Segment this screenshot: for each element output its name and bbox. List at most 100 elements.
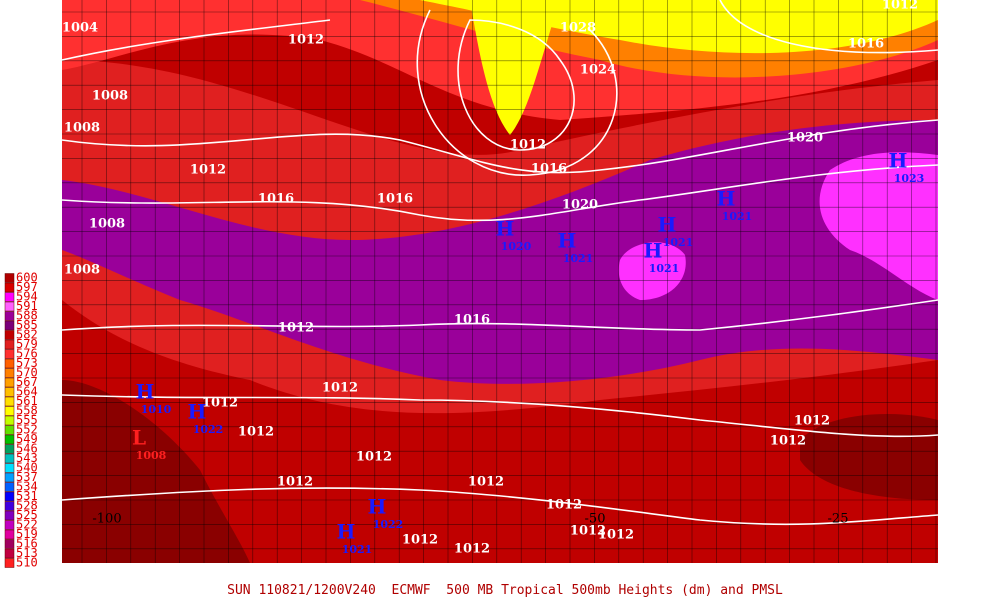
high-pressure: 1021 xyxy=(563,252,594,265)
legend-swatch xyxy=(4,368,15,378)
isobar-label: 1012 xyxy=(468,475,504,490)
isobar-label: 1008 xyxy=(64,263,100,278)
field-588 xyxy=(62,120,938,384)
caption: SUN 110821/1200V240 ECMWF 500 MB Tropica… xyxy=(227,583,783,598)
high-symbol: H xyxy=(889,149,908,173)
high-symbol: H xyxy=(188,400,207,424)
isobar-label: 1008 xyxy=(92,89,128,104)
legend-swatch xyxy=(4,491,15,502)
legend-label: 543 xyxy=(16,451,38,465)
isobar-label: 1016 xyxy=(454,313,490,328)
isobar-label: 1020 xyxy=(562,198,598,213)
legend-label: 573 xyxy=(16,356,38,370)
legend-swatch xyxy=(4,482,15,492)
legend-swatch xyxy=(4,273,15,283)
legend-swatch xyxy=(4,434,15,445)
legend: 6005975945915885855825795765735705675645… xyxy=(4,271,38,570)
isobar-label: 1004 xyxy=(62,21,98,36)
legend-label: 522 xyxy=(16,518,38,532)
legend-label: 600 xyxy=(16,271,38,285)
legend-swatch xyxy=(4,520,15,530)
high-pressure: 1021 xyxy=(663,236,694,249)
isobar-label: 1028 xyxy=(560,21,596,36)
isobar-label: 1008 xyxy=(64,121,100,136)
longitude-label: -50 xyxy=(585,512,606,527)
legend-swatch xyxy=(4,539,15,549)
legend-label: 546 xyxy=(16,442,38,456)
legend-label: 588 xyxy=(16,309,38,323)
isobar-label: 1016 xyxy=(377,192,413,207)
legend-label: 561 xyxy=(16,394,38,408)
legend-swatch xyxy=(4,425,15,435)
legend-label: 519 xyxy=(16,527,38,541)
legend-label: 594 xyxy=(16,290,38,304)
legend-swatch xyxy=(4,453,15,464)
isobar-label: 1008 xyxy=(89,217,125,232)
isobar-label: 1012 xyxy=(598,528,634,543)
legend-label: 534 xyxy=(16,480,38,494)
high-symbol: H xyxy=(717,187,736,211)
legend-label: 540 xyxy=(16,461,38,475)
high-pressure: 1020 xyxy=(501,240,532,253)
longitude-label: -25 xyxy=(828,512,849,527)
isobar-label: 1012 xyxy=(322,381,358,396)
isobar-label: 1016 xyxy=(258,192,294,207)
legend-swatch xyxy=(4,387,15,397)
map-labels: 1004 1008 1008 1012 1028 1024 1016 1012 1020 1012… xyxy=(62,0,924,557)
high-pressure: 1021 xyxy=(649,262,680,275)
isobar-label: 1012 xyxy=(770,434,806,449)
isobar-label: 1012 xyxy=(510,138,546,153)
isobar-label: 1012 xyxy=(454,542,490,557)
isobar-label: 1012 xyxy=(238,425,274,440)
legend-swatch xyxy=(4,548,15,559)
high-symbol: H xyxy=(136,380,155,404)
legend-label: 531 xyxy=(16,489,38,503)
low-symbol: L xyxy=(132,426,146,450)
legend-label: 591 xyxy=(16,299,38,313)
legend-label: 549 xyxy=(16,432,38,446)
legend-label: 597 xyxy=(16,280,38,294)
isobar-label: 1024 xyxy=(580,63,616,78)
legend-swatch xyxy=(4,358,15,369)
high-pressure: 1023 xyxy=(894,172,925,185)
isobar-label: 1012 xyxy=(570,524,606,539)
high-symbol: H xyxy=(337,520,356,544)
high-pressure: 1021 xyxy=(722,210,753,223)
legend-label: 570 xyxy=(16,366,38,380)
legend-label: 555 xyxy=(16,413,38,427)
isobar-label: 1012 xyxy=(190,163,226,178)
high-pressure: 1021 xyxy=(342,543,373,556)
legend-label: 579 xyxy=(16,337,38,351)
high-pressure: 1022 xyxy=(373,518,404,531)
legend-swatch xyxy=(4,444,15,454)
isobar-label: 1016 xyxy=(531,162,567,177)
legend-label: 582 xyxy=(16,328,38,342)
legend-label: 537 xyxy=(16,470,38,484)
isobar xyxy=(719,0,939,54)
field-558-tongue xyxy=(470,0,560,135)
isobar-label: 1012 xyxy=(288,33,324,48)
legend-label: 558 xyxy=(16,404,38,418)
legend-swatch xyxy=(4,415,15,426)
legend-swatch xyxy=(4,320,15,331)
legend-label: 528 xyxy=(16,499,38,513)
high-symbol: H xyxy=(658,213,677,237)
map-fields xyxy=(62,0,938,563)
legend-label: 525 xyxy=(16,508,38,522)
legend-swatch xyxy=(4,558,15,568)
legend-swatch xyxy=(4,501,15,511)
isobar-label: 1012 xyxy=(402,533,438,548)
high-symbol: H xyxy=(644,239,663,263)
legend-swatch xyxy=(4,510,15,521)
isobar xyxy=(61,487,939,526)
field-591 xyxy=(819,152,938,300)
legend-label: 513 xyxy=(16,546,38,560)
legend-swatch xyxy=(4,339,15,350)
isobar-label: 1012 xyxy=(278,321,314,336)
legend-swatch xyxy=(4,377,15,388)
isobar-label: 1012 xyxy=(882,0,918,13)
legend-swatch xyxy=(4,282,15,293)
field-585-west xyxy=(62,380,250,563)
isobar xyxy=(61,299,939,331)
isobar xyxy=(416,9,618,176)
